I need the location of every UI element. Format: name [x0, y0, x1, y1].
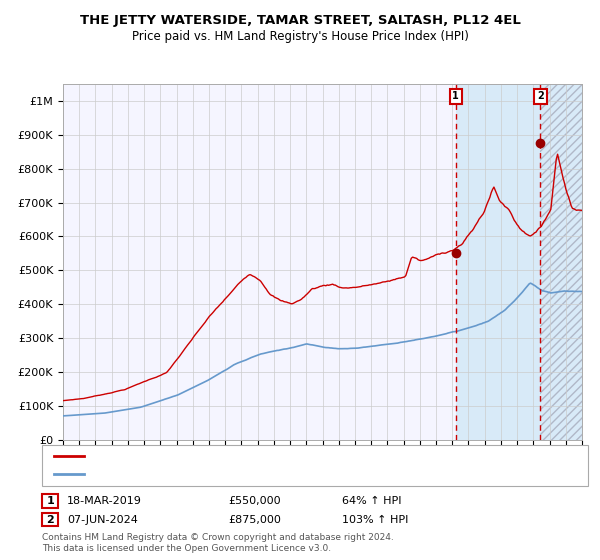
Bar [541, 84, 582, 440]
Text: 18-MAR-2019: 18-MAR-2019 [67, 496, 142, 506]
Bar [455, 84, 541, 440]
Text: 103% ↑ HPI: 103% ↑ HPI [342, 515, 409, 525]
Text: 1: 1 [452, 91, 459, 101]
Text: 64% ↑ HPI: 64% ↑ HPI [342, 496, 401, 506]
Text: HPI: Average price, detached house, Cornwall: HPI: Average price, detached house, Corn… [90, 469, 328, 479]
Text: 2: 2 [537, 91, 544, 101]
Text: 2: 2 [46, 515, 54, 525]
Text: 07-JUN-2024: 07-JUN-2024 [67, 515, 138, 525]
Text: £550,000: £550,000 [228, 496, 281, 506]
Text: THE JETTY WATERSIDE, TAMAR STREET, SALTASH, PL12 4EL: THE JETTY WATERSIDE, TAMAR STREET, SALTA… [80, 14, 520, 27]
Bar [541, 84, 582, 440]
Text: 1: 1 [46, 496, 54, 506]
Text: THE JETTY WATERSIDE, TAMAR STREET, SALTASH, PL12 4EL (detached house): THE JETTY WATERSIDE, TAMAR STREET, SALTA… [90, 451, 491, 461]
Text: £875,000: £875,000 [228, 515, 281, 525]
Text: Price paid vs. HM Land Registry's House Price Index (HPI): Price paid vs. HM Land Registry's House … [131, 30, 469, 43]
Text: Contains HM Land Registry data © Crown copyright and database right 2024.
This d: Contains HM Land Registry data © Crown c… [42, 533, 394, 553]
